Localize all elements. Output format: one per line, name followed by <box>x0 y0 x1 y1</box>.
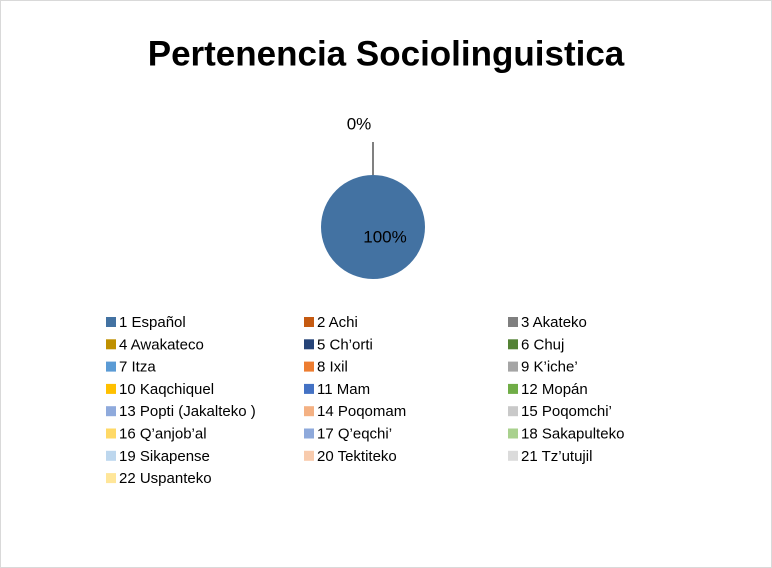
legend-swatch <box>106 383 116 394</box>
legend-label: 10 Kaqchiquel <box>119 381 214 398</box>
legend-label: 5 Ch’orti <box>317 336 373 353</box>
legend-swatch <box>106 317 116 327</box>
legend-swatch <box>304 361 314 372</box>
legend-swatch <box>304 339 314 350</box>
legend-swatch <box>304 383 314 394</box>
legend-swatch <box>508 339 518 350</box>
legend-label: 18 Sakapulteko <box>521 425 624 442</box>
chart-title: Pertenencia Sociolinguistica <box>148 34 625 73</box>
legend-swatch <box>106 406 116 417</box>
legend-label: 1 Español <box>119 314 186 331</box>
legend-label: 7 Itza <box>119 359 156 376</box>
legend-label: 22 Uspanteko <box>119 470 212 487</box>
legend-label: 16 Q’anjob’al <box>119 425 207 442</box>
legend-swatch <box>508 317 518 327</box>
legend-label: 4 Awakateco <box>119 336 204 353</box>
legend-label: 9 K’iche’ <box>521 359 578 376</box>
legend-swatch <box>304 317 314 327</box>
legend-label: 8 Ixil <box>317 359 348 376</box>
data-label: 0% <box>347 114 372 133</box>
legend-swatch <box>508 383 518 394</box>
legend-swatch <box>106 428 116 439</box>
legend-swatch <box>304 406 314 417</box>
legend-label: 3 Akateko <box>521 314 587 331</box>
legend-swatch <box>304 450 314 461</box>
legend-swatch <box>106 339 116 350</box>
legend-swatch <box>508 406 518 417</box>
legend-swatch <box>304 428 314 439</box>
legend-swatch <box>106 361 116 372</box>
legend-label: 2 Achi <box>317 314 358 331</box>
legend-swatch <box>106 473 116 484</box>
legend-label: 19 Sikapense <box>119 448 210 465</box>
legend-label: 17 Q’eqchi’ <box>317 425 392 442</box>
legend-label: 20 Tektiteko <box>317 448 397 465</box>
pie-slice <box>321 175 425 279</box>
legend-swatch <box>508 428 518 439</box>
legend-swatch <box>106 450 116 461</box>
legend-label: 15 Poqomchi’ <box>521 403 612 420</box>
legend-label: 11 Mam <box>317 381 370 398</box>
legend-label: 21 Tz’utujil <box>521 448 592 465</box>
legend-label: 12 Mopán <box>521 381 588 398</box>
legend-swatch <box>508 450 518 461</box>
legend-swatch <box>508 361 518 372</box>
data-label: 100% <box>363 227 406 246</box>
legend-label: 14 Poqomam <box>317 403 406 420</box>
legend-label: 6 Chuj <box>521 336 564 353</box>
legend-label: 13 Popti (Jakalteko ) <box>119 403 256 420</box>
